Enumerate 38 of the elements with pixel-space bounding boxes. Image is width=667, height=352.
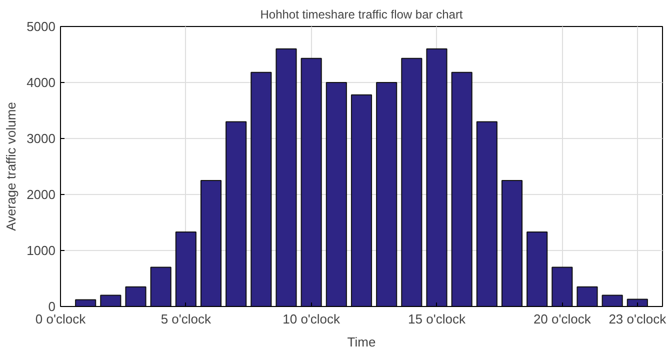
y-tick-label: 3000 xyxy=(26,131,56,146)
bar xyxy=(602,294,623,306)
bar xyxy=(75,299,96,306)
bar xyxy=(350,94,372,306)
bar xyxy=(501,180,523,306)
bar xyxy=(100,294,122,306)
x-tick-label: 5 o'clock xyxy=(160,312,212,326)
bar xyxy=(226,121,247,306)
y-tick-label: 1000 xyxy=(26,243,56,258)
x-axis-title: Time xyxy=(347,334,376,350)
bar xyxy=(451,72,472,306)
bar xyxy=(250,72,272,306)
bar xyxy=(426,48,448,306)
bar xyxy=(125,286,146,306)
x-tick-label: 10 o'clock xyxy=(282,312,341,326)
y-tick-label: 2000 xyxy=(26,187,56,202)
y-axis-title: Average traffic volume xyxy=(4,102,19,231)
x-tick-label: 23 o'clock xyxy=(608,312,667,326)
bar xyxy=(150,266,172,306)
bar xyxy=(401,58,422,306)
bar xyxy=(276,48,297,306)
y-tick-label: 0 xyxy=(48,299,56,314)
bar xyxy=(200,180,222,306)
x-tick-label: 0 o'clock xyxy=(35,312,86,326)
bar xyxy=(175,232,196,306)
y-tick-label: 4000 xyxy=(26,75,56,90)
bar xyxy=(626,298,648,306)
bar xyxy=(300,58,322,306)
bar xyxy=(526,232,548,306)
x-tick-label: 15 o'clock xyxy=(408,312,466,326)
y-tick-label: 5000 xyxy=(26,19,56,34)
bar xyxy=(326,82,347,306)
x-tick-label: 20 o'clock xyxy=(533,312,592,326)
chart-title: Hohhot timeshare traffic flow bar chart xyxy=(260,8,464,22)
bar xyxy=(476,121,498,306)
bar xyxy=(376,82,398,306)
bar xyxy=(576,286,598,306)
bar xyxy=(552,266,573,306)
